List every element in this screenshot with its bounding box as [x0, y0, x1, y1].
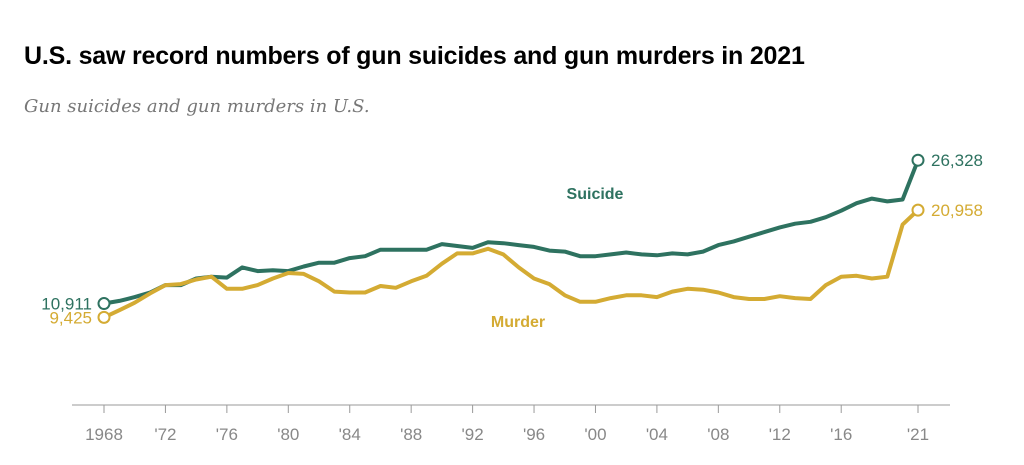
marker-suicide-end [911, 153, 925, 167]
x-tick-label: '08 [707, 425, 729, 444]
x-tick-label: '88 [400, 425, 422, 444]
x-tick-label: '96 [523, 425, 545, 444]
series-lines [102, 158, 920, 320]
x-tick-label: '72 [154, 425, 176, 444]
x-tick-label: '92 [462, 425, 484, 444]
marker-murder-start [97, 310, 111, 324]
chart-subtitle: Gun suicides and gun murders in U.S. [24, 96, 370, 117]
end-value-label-murder: 20,958 [931, 201, 983, 220]
series-label-suicide: Suicide [567, 186, 624, 203]
series-label-murder: Murder [491, 314, 545, 331]
x-tick-label: '04 [646, 425, 668, 444]
x-tick-label: '12 [769, 425, 791, 444]
series-end-markers [97, 153, 925, 324]
marker-suicide-start [97, 297, 111, 311]
marker-murder-end [911, 203, 925, 217]
x-tick-label: '16 [830, 425, 852, 444]
x-tick-label: '76 [216, 425, 238, 444]
chart-title: U.S. saw record numbers of gun suicides … [24, 42, 805, 70]
start-value-label-suicide: 10,911 [41, 295, 92, 314]
series-line-suicide [102, 158, 920, 306]
series-value-labels: 10,911 26,328 9,425 20,958 [41, 151, 983, 327]
x-tick-label: 1968 [85, 425, 123, 444]
x-tick-label: '84 [339, 425, 361, 444]
start-value-label-murder: 9,425 [49, 308, 92, 327]
x-tick-label: '00 [584, 425, 606, 444]
x-axis-ticks: 1968 '72 '76 '80 '84 '88 '92 '96 '00 '04 '08 '12 '16… [85, 405, 929, 444]
end-value-label-suicide: 26,328 [931, 151, 983, 170]
x-tick-label: '80 [277, 425, 299, 444]
x-tick-label: '21 [907, 425, 929, 444]
series-line-murder [102, 208, 920, 320]
